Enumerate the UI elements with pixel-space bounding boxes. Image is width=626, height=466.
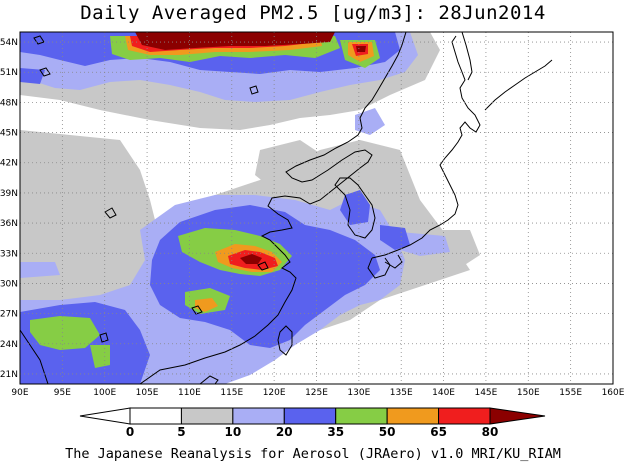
- colorbar-label: 0: [126, 425, 134, 439]
- colorbar-label: 35: [327, 425, 344, 439]
- x-tick-label: 155E: [559, 388, 582, 398]
- y-tick-label: 51N: [0, 68, 18, 78]
- x-tick-label: 135E: [390, 388, 413, 398]
- colorbar-swatch: [129, 407, 182, 425]
- lat-lon-grid: [20, 32, 613, 384]
- map-title: Daily Averaged PM2.5 [ug/m3]: 28Jun2014: [80, 2, 546, 24]
- y-tick-label: 48N: [0, 98, 18, 108]
- x-tick-label: 100E: [93, 388, 116, 398]
- colorbar-swatch: [180, 407, 234, 425]
- x-tick-label: 115E: [220, 388, 243, 398]
- y-tick-label: 30N: [0, 279, 18, 289]
- x-tick-label: 95E: [54, 388, 71, 398]
- y-tick-label: 21N: [0, 370, 18, 380]
- colorbar-arrow-high: [489, 407, 546, 425]
- x-tick-labels: 90E 95E 100E 105E 110E 115E 120E 125E 130E 135E 14…: [11, 388, 624, 398]
- x-tick-label: 110E: [178, 388, 201, 398]
- y-tick-label: 33N: [0, 249, 18, 259]
- colorbar-swatch: [232, 407, 285, 425]
- x-tick-label: 120E: [263, 388, 286, 398]
- y-tick-label: 36N: [0, 219, 18, 229]
- coastlines: [20, 32, 553, 384]
- x-tick-label: 90E: [11, 388, 28, 398]
- x-tick-label: 145E: [474, 388, 497, 398]
- x-tick-label: 140E: [432, 388, 455, 398]
- field-bin-80-plus: [135, 32, 366, 264]
- y-tick-labels: 21N 24N 27N 30N 33N 36N 39N 42N 45N 48N 51N 54N: [0, 38, 18, 380]
- x-tick-label: 125E: [305, 388, 328, 398]
- colorbar-label: 50: [379, 425, 396, 439]
- y-tick-label: 42N: [0, 159, 18, 169]
- x-tick-label: 130E: [347, 388, 370, 398]
- colorbar-swatch: [386, 407, 440, 425]
- x-tick-label: 160E: [602, 388, 625, 398]
- colorbar-arrow-low: [79, 407, 131, 425]
- y-tick-label: 39N: [0, 189, 18, 199]
- y-tick-label: 27N: [0, 310, 18, 320]
- y-tick-label: 24N: [0, 340, 18, 350]
- colorbar-label: 65: [430, 425, 447, 439]
- colorbar-swatch: [283, 407, 337, 425]
- colorbar-label: 10: [225, 425, 242, 439]
- colorbar-label: 80: [482, 425, 499, 439]
- map-footer: The Japanese Reanalysis for Aerosol (JRA…: [65, 446, 561, 462]
- x-tick-label: 150E: [517, 388, 540, 398]
- concentration-field: [20, 32, 553, 384]
- colorbar-label: 20: [276, 425, 293, 439]
- x-tick-label: 105E: [136, 388, 159, 398]
- colorbar-swatch: [335, 407, 388, 425]
- colorbar-swatch: [438, 407, 491, 425]
- y-tick-label: 45N: [0, 129, 18, 139]
- plot-frame: [19, 31, 614, 385]
- y-tick-label: 54N: [0, 38, 18, 48]
- colorbar: 0 5 10 20 35 50 65 80: [79, 407, 546, 439]
- colorbar-label: 5: [177, 425, 185, 439]
